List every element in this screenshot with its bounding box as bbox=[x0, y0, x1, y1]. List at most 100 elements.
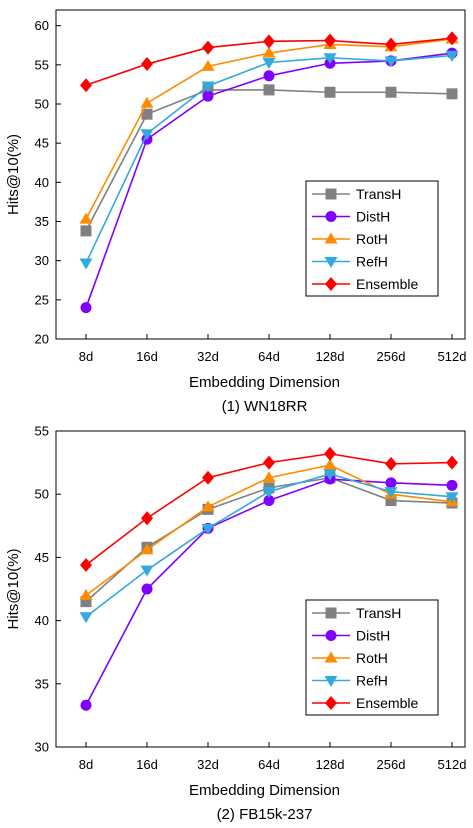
data-point-disth bbox=[263, 70, 275, 82]
x-tick-label: 512d bbox=[438, 349, 467, 364]
data-point-refh bbox=[201, 81, 215, 93]
data-point-roth bbox=[262, 46, 276, 58]
data-point-roth bbox=[201, 59, 215, 71]
data-point-ensemble bbox=[202, 40, 214, 55]
chart-caption: (1) WN18RR bbox=[222, 398, 308, 415]
y-tick-label: 30 bbox=[35, 253, 49, 268]
legend-marker-disth bbox=[325, 630, 337, 641]
data-point-refh bbox=[384, 56, 398, 68]
x-tick-label: 32d bbox=[197, 757, 219, 772]
plot-frame bbox=[55, 9, 466, 340]
y-tick-label: 55 bbox=[35, 424, 49, 439]
data-point-transh bbox=[80, 596, 92, 608]
y-axis-label: Hits@10(%) bbox=[5, 134, 22, 215]
data-point-roth bbox=[140, 543, 154, 555]
y-tick-label: 35 bbox=[35, 214, 49, 229]
data-point-transh bbox=[385, 495, 397, 507]
legend-label-ensemble: Ensemble bbox=[356, 276, 418, 292]
chart-panel-wn18rr: 20 25 30 35 40 45 50 55 60 8d 16d 32d 64d 128d 256d 512… bbox=[5, 9, 467, 415]
x-tick-label: 16d bbox=[136, 757, 158, 772]
x-tick-label: 64d bbox=[258, 349, 280, 364]
data-point-disth bbox=[202, 90, 214, 102]
x-tick-label: 256d bbox=[377, 757, 406, 772]
y-tick-label: 45 bbox=[35, 136, 49, 151]
data-point-ensemble bbox=[141, 57, 153, 72]
data-point-disth bbox=[446, 479, 458, 491]
series-line-ensemble bbox=[85, 452, 453, 566]
legend-label-ensemble: Ensemble bbox=[356, 695, 418, 711]
series-disth bbox=[80, 473, 458, 711]
data-point-transh bbox=[446, 88, 458, 100]
data-point-transh bbox=[324, 86, 336, 98]
data-point-refh bbox=[262, 57, 276, 69]
data-point-ensemble bbox=[263, 455, 275, 470]
x-tick-label: 512d bbox=[438, 757, 467, 772]
data-point-ensemble bbox=[385, 37, 397, 52]
data-point-roth bbox=[79, 212, 93, 224]
legend-marker-disth bbox=[325, 211, 337, 222]
y-tick-label: 30 bbox=[35, 740, 49, 755]
data-point-refh bbox=[384, 487, 398, 499]
data-point-refh bbox=[140, 565, 154, 577]
legend-label-disth: DistH bbox=[356, 209, 390, 225]
y-tick-label: 50 bbox=[35, 97, 49, 112]
legend-marker-refh bbox=[324, 676, 338, 687]
x-tick-label: 256d bbox=[377, 349, 406, 364]
data-point-ensemble bbox=[324, 446, 336, 461]
data-point-ensemble bbox=[202, 470, 214, 485]
y-tick-label: 40 bbox=[35, 175, 49, 190]
legend-marker-roth bbox=[324, 232, 338, 244]
data-point-refh bbox=[79, 258, 93, 270]
y-axis-label: Hits@10(%) bbox=[5, 548, 22, 629]
data-point-refh bbox=[323, 53, 337, 65]
legend-label-roth: RotH bbox=[356, 231, 388, 247]
legend-label-transh: TransH bbox=[356, 186, 401, 202]
x-tick-label: 8d bbox=[79, 349, 93, 364]
data-point-refh bbox=[201, 523, 215, 535]
data-point-transh bbox=[385, 86, 397, 98]
plot-frame bbox=[55, 430, 466, 748]
data-point-transh bbox=[80, 225, 92, 237]
chart-caption: (2) FB15k-237 bbox=[217, 806, 313, 823]
legend-label-roth: RotH bbox=[356, 650, 388, 666]
data-point-transh bbox=[263, 84, 275, 96]
data-point-ensemble bbox=[141, 511, 153, 526]
legend: TransH DistH RotH RefH Ensemble bbox=[305, 180, 439, 297]
series-refh bbox=[79, 50, 459, 270]
y-tick-label: 35 bbox=[35, 676, 49, 691]
data-point-ensemble bbox=[446, 455, 458, 470]
data-point-refh bbox=[140, 129, 154, 141]
x-tick-label: 64d bbox=[258, 757, 280, 772]
legend-label-disth: DistH bbox=[356, 628, 390, 644]
data-point-ensemble bbox=[446, 31, 458, 46]
data-point-ensemble bbox=[324, 33, 336, 48]
legend-marker-ensemble bbox=[325, 277, 337, 291]
data-point-roth bbox=[79, 588, 93, 600]
data-point-transh bbox=[141, 108, 153, 120]
data-point-roth bbox=[262, 471, 276, 483]
data-point-roth bbox=[140, 96, 154, 108]
y-tick-label: 55 bbox=[35, 57, 49, 72]
x-tick-label: 32d bbox=[197, 349, 219, 364]
x-axis-label: Embedding Dimension bbox=[189, 782, 340, 799]
legend-marker-ensemble bbox=[325, 696, 337, 710]
y-tick-label: 20 bbox=[35, 332, 49, 347]
y-tick-label: 40 bbox=[35, 613, 49, 628]
data-point-refh bbox=[79, 612, 93, 624]
data-point-refh bbox=[445, 492, 459, 504]
data-point-disth bbox=[80, 302, 92, 314]
x-tick-label: 16d bbox=[136, 349, 158, 364]
data-point-ensemble bbox=[80, 557, 92, 572]
legend: TransH DistH RotH RefH Ensemble bbox=[305, 599, 439, 716]
y-tick-label: 50 bbox=[35, 487, 49, 502]
chart-panel-fb15k: 30 35 40 45 50 55 8d 16d 32d 64d 128d 256d 512d Embed… bbox=[5, 424, 466, 824]
series-ensemble bbox=[80, 31, 458, 93]
data-point-refh bbox=[323, 469, 337, 481]
x-tick-label: 128d bbox=[316, 349, 345, 364]
legend-marker-transh bbox=[325, 607, 337, 619]
x-tick-label: 128d bbox=[316, 757, 345, 772]
legend-label-refh: RefH bbox=[356, 673, 388, 689]
data-point-ensemble bbox=[263, 34, 275, 49]
y-tick-label: 45 bbox=[35, 550, 49, 565]
